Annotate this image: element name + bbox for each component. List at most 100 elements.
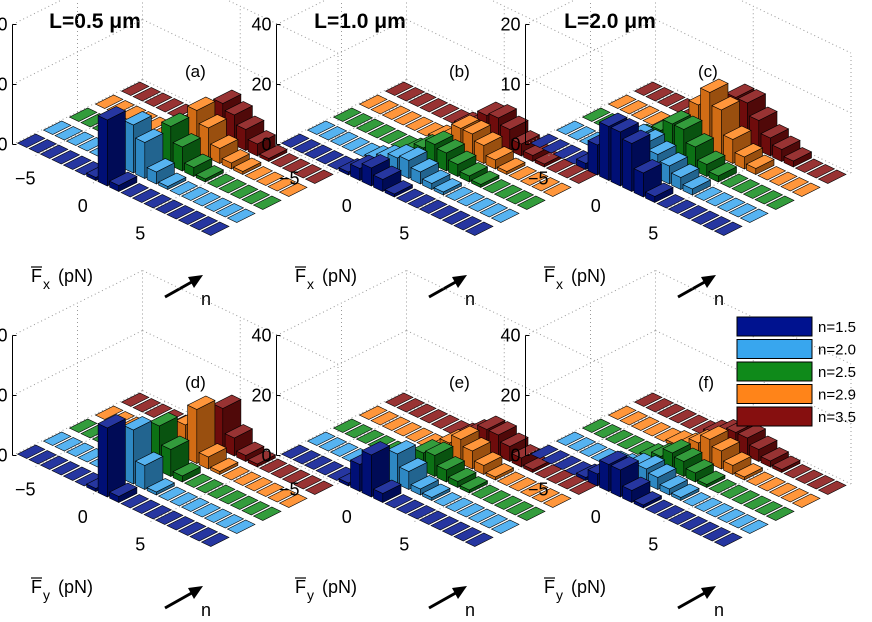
bar-face-top: [581, 107, 611, 122]
bar-face-top: [757, 166, 787, 181]
gridline-z: [490, 0, 603, 54]
bar-face-top: [447, 150, 477, 165]
bar: [719, 173, 749, 188]
x-tick-label: −5: [15, 168, 36, 188]
bar-face-top: [645, 87, 675, 102]
bar: [143, 194, 173, 209]
bar: [393, 111, 423, 126]
bar-face-top: [668, 409, 698, 424]
bar: [180, 186, 210, 201]
bar-face-top: [189, 527, 219, 542]
bar-face-top: [607, 405, 637, 420]
bar: [619, 411, 649, 426]
bar: [396, 398, 426, 413]
bar: [39, 144, 69, 159]
bar-face-top: [719, 173, 749, 188]
bar-face-top: [306, 120, 336, 135]
bar: [378, 129, 408, 144]
bar: [94, 405, 124, 420]
bar-face-top: [281, 158, 311, 173]
bar: [192, 503, 222, 518]
legend-swatch: [736, 316, 813, 337]
bar: [280, 133, 310, 148]
bar-face-top: [690, 521, 720, 536]
x-tick-label: 5: [648, 534, 658, 554]
panel-e: 0 20 40 −5 0 5 (e) F y (pN) n: [251, 270, 603, 620]
bar: [62, 466, 92, 481]
bar-face-top: [157, 172, 187, 187]
bar: [453, 527, 483, 542]
bar: [65, 442, 95, 457]
bar-face-top: [341, 137, 371, 152]
bar-face-top: [722, 451, 752, 466]
bar-face-top: [642, 422, 672, 437]
bar-face-top: [226, 519, 256, 534]
bar-face-top: [329, 442, 359, 457]
x-axis-label-subscript: x: [307, 276, 314, 292]
bar: [444, 186, 474, 201]
bar-face-top: [329, 131, 359, 146]
bar-face-top: [226, 208, 256, 223]
bar-face-top: [419, 409, 449, 424]
bar: [430, 103, 460, 118]
z-tick-label: 10: [500, 75, 520, 95]
bar-face-top: [754, 501, 784, 516]
bar-face-top: [292, 450, 322, 465]
bar-face-top: [255, 482, 285, 497]
bar-face-top: [16, 444, 46, 459]
bar-face-top: [705, 192, 735, 207]
bar-face-top: [647, 140, 677, 155]
bar: [318, 126, 348, 141]
panels: 0 20 40 −5 0 5 (a) Fx (pN) n 0 20 40 −5 0 5 (b) Fx (pN) n 0 1…: [0, 0, 852, 620]
bar-face-top: [430, 516, 460, 531]
bar: [108, 482, 138, 503]
bar: [555, 120, 585, 135]
bar-face-top: [748, 435, 778, 450]
bar: [54, 126, 84, 141]
bar-face-top: [768, 482, 798, 497]
bar-face-top: [200, 221, 230, 236]
bar-face-top: [430, 414, 460, 429]
bar-face-top: [493, 184, 523, 199]
bar: [644, 499, 674, 514]
n-axis-arrowhead: [452, 275, 467, 288]
bar-face-top: [370, 411, 400, 426]
x-axis-label-symbol: F: [295, 577, 306, 597]
bar: [430, 414, 460, 429]
bar: [16, 444, 46, 459]
bar: [318, 437, 348, 452]
bar-face-top: [39, 144, 69, 159]
bar-face-top: [270, 153, 300, 168]
bar-face-top: [166, 205, 196, 220]
bar: [459, 476, 489, 494]
bar-face-top: [232, 471, 262, 486]
bar: [306, 120, 336, 135]
bar-face-top: [673, 115, 703, 130]
bar: [508, 166, 538, 181]
bar: [281, 469, 311, 484]
bar: [218, 490, 248, 505]
bar: [719, 484, 749, 499]
bar-face-top: [433, 492, 463, 507]
legend-label: n=2.5: [818, 364, 856, 381]
bar-face-top: [160, 112, 190, 127]
bar: [667, 199, 697, 214]
bar: [421, 483, 451, 501]
bar: [396, 87, 426, 102]
bar: [645, 398, 675, 413]
bar: [633, 491, 663, 509]
bar: [278, 493, 308, 508]
bar-face-top: [496, 157, 526, 172]
bar-face-top: [189, 216, 219, 231]
panel-c: 0 10 20 −5 0 5 (c) F x (pN) n: [500, 0, 852, 309]
bar-face-top: [713, 221, 743, 236]
bar-face-top: [621, 476, 651, 491]
x-axis-label-unit: (pN): [571, 577, 606, 597]
bar-face-top: [679, 414, 709, 429]
bar-face-top: [705, 503, 735, 518]
bar: [531, 488, 561, 503]
bar: [679, 414, 709, 429]
bar: [281, 158, 311, 173]
bar-face-top: [154, 510, 184, 525]
bar-face-top: [479, 203, 509, 218]
